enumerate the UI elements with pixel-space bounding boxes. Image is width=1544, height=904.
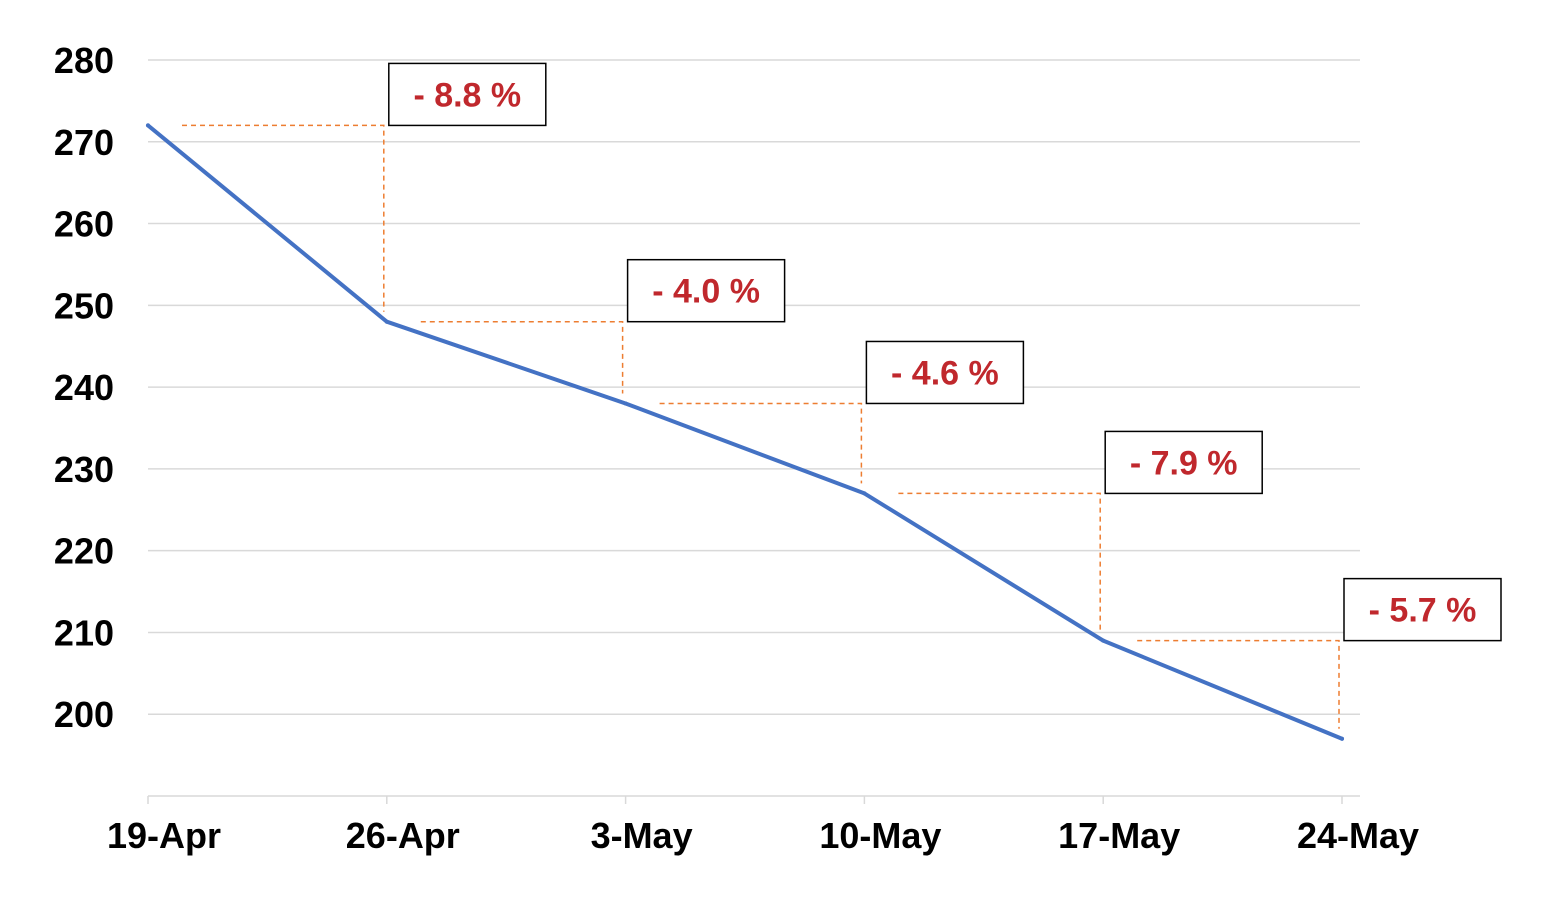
change-guide <box>659 402 863 484</box>
data-point <box>1340 736 1344 741</box>
y-tick-label: 220 <box>54 531 114 572</box>
y-tick-label: 280 <box>54 40 114 81</box>
annotation-label: - 7.9 % <box>1130 444 1238 482</box>
change-annotation: - 4.6 % <box>865 340 1025 405</box>
change-guides <box>182 124 1340 729</box>
y-tick-label: 270 <box>54 122 114 163</box>
annotation-label: - 4.6 % <box>891 354 999 392</box>
annotation-label: - 4.0 % <box>652 273 760 311</box>
y-tick-label: 260 <box>54 204 114 245</box>
series-layer <box>146 123 1344 741</box>
x-tick-label: 17-May <box>1058 815 1180 856</box>
x-axis <box>147 795 1360 804</box>
y-tick-label: 240 <box>54 367 114 408</box>
annotation-box <box>388 62 547 127</box>
change-guide <box>898 492 1101 631</box>
data-point <box>384 319 389 324</box>
x-tick-label: 10-May <box>819 815 941 856</box>
y-tick-label: 230 <box>54 449 114 490</box>
gridlines <box>148 59 1360 715</box>
y-axis-tick-labels: 200 210 220 230 240 250 260 270 280 <box>54 40 114 735</box>
data-point <box>1101 638 1106 643</box>
series-line <box>146 123 1344 741</box>
annotation-box <box>865 340 1025 405</box>
y-tick-label: 210 <box>54 612 114 653</box>
data-point <box>862 491 867 496</box>
annotation-label: - 5.7 % <box>1369 592 1477 630</box>
x-tick-label: 24-May <box>1297 815 1419 856</box>
change-annotation: - 7.9 % <box>1104 430 1263 495</box>
change-annotation: - 8.8 % <box>388 62 547 127</box>
x-tick-label: 19-Apr <box>107 815 221 856</box>
data-point <box>146 123 150 128</box>
annotation-label: - 8.8 % <box>413 76 521 114</box>
x-tick-label: 26-Apr <box>346 815 460 856</box>
change-annotations: - 8.8 % - 4.0 % - 4.6 % - 7.9 % - 5.7 % <box>388 62 1502 642</box>
change-guide <box>1137 639 1340 729</box>
y-tick-label: 250 <box>54 285 114 326</box>
annotation-box <box>626 258 786 323</box>
change-annotation: - 5.7 % <box>1343 577 1502 642</box>
annotation-box <box>1343 577 1502 642</box>
change-guide <box>420 320 624 394</box>
change-guide <box>182 124 385 312</box>
x-tick-label: 3-May <box>591 815 693 856</box>
change-annotation: - 4.0 % <box>626 258 786 323</box>
x-axis-tick-labels: 19-Apr 26-Apr 3-May 10-May 17-May 24-May <box>107 815 1419 856</box>
y-tick-label: 200 <box>54 694 114 735</box>
annotation-box <box>1104 430 1263 495</box>
data-point <box>623 401 628 406</box>
